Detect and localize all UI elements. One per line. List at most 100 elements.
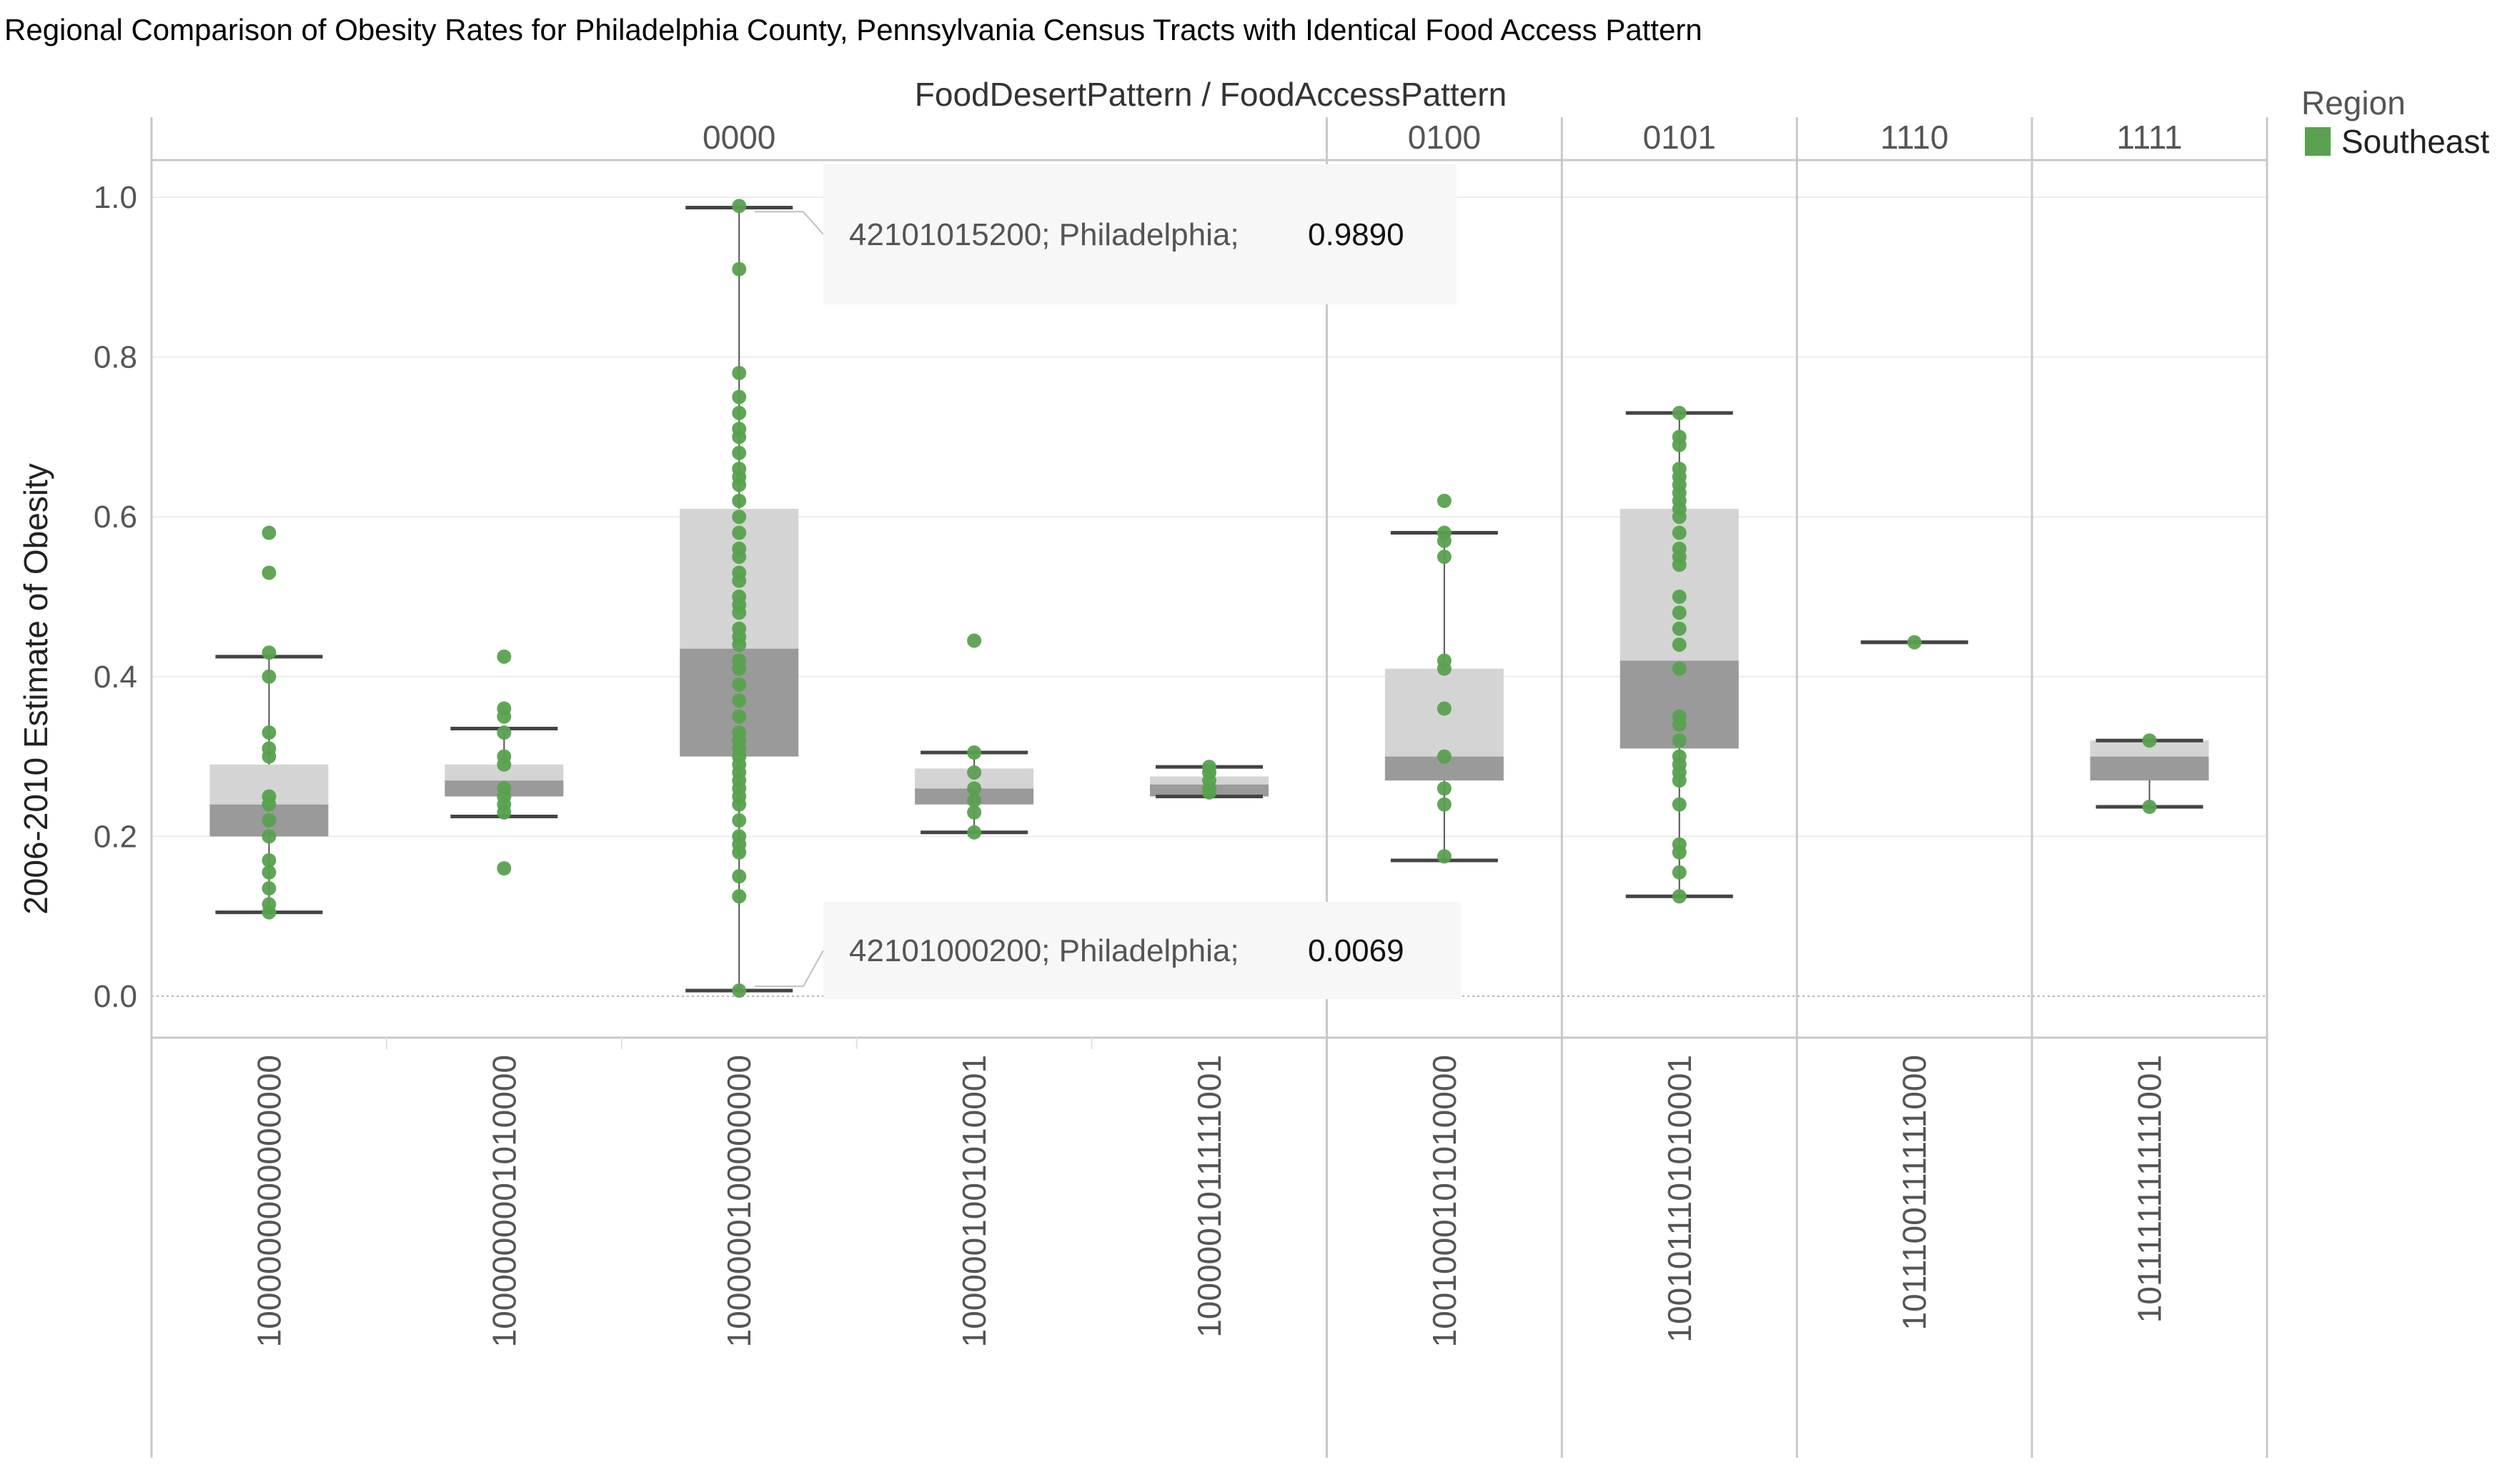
data-point	[497, 757, 512, 772]
data-point	[2142, 733, 2157, 748]
data-point	[732, 797, 747, 812]
data-point	[1907, 635, 1922, 650]
data-point	[732, 365, 747, 380]
data-point	[732, 661, 747, 676]
data-point	[732, 709, 747, 724]
data-point	[1672, 510, 1687, 525]
box-1000001011111001	[1150, 760, 1269, 800]
data-point	[967, 825, 982, 840]
data-point	[262, 725, 277, 740]
data-point	[262, 669, 277, 684]
annotation-box	[823, 164, 1457, 304]
annotation-value: 0.0069	[1308, 933, 1404, 968]
data-point	[1672, 773, 1687, 788]
data-point	[1672, 525, 1687, 540]
data-point	[1437, 701, 1452, 716]
annotation-tooltip: 42101015200; Philadelphia; 0.9890	[755, 164, 1457, 304]
box-1000000000000000	[209, 525, 329, 920]
category-label: 1011111111111001	[2131, 1055, 2168, 1323]
data-point	[732, 983, 747, 998]
data-point	[262, 565, 277, 580]
category-label: 1000001001010001	[956, 1055, 993, 1347]
data-point	[1202, 785, 1216, 800]
data-point	[1672, 865, 1687, 880]
pattern-header-0000: 0000	[703, 119, 775, 156]
data-point	[732, 477, 747, 492]
legend-title: Region	[2301, 84, 2406, 121]
data-point	[1672, 437, 1687, 452]
data-point	[1672, 889, 1687, 904]
data-point	[732, 429, 747, 445]
data-point	[732, 405, 747, 420]
pattern-header-0100: 0100	[1408, 119, 1481, 156]
data-point	[262, 829, 277, 844]
data-point	[262, 865, 277, 880]
data-point	[1672, 661, 1687, 676]
data-point	[1672, 845, 1687, 860]
box-upper	[2090, 740, 2209, 757]
data-point	[732, 869, 747, 884]
data-point	[262, 525, 277, 540]
y-tick-label: 0.0	[94, 979, 137, 1014]
annotation-leader	[803, 950, 824, 987]
data-point	[732, 677, 747, 692]
box-1001000101010000	[1384, 493, 1504, 864]
box-1011100111111000	[1860, 635, 1968, 650]
pattern-header-0101: 0101	[1643, 119, 1716, 156]
category-label: 1001000101010000	[1426, 1055, 1463, 1347]
data-point	[1672, 557, 1687, 572]
data-point	[1672, 590, 1687, 604]
data-point	[732, 389, 747, 404]
data-point	[732, 199, 747, 214]
data-point	[732, 573, 747, 588]
data-point	[732, 693, 747, 708]
data-point	[732, 889, 747, 904]
data-point	[262, 797, 277, 812]
annotation-leader	[803, 211, 824, 235]
data-point	[262, 881, 277, 896]
data-point	[497, 725, 512, 740]
data-point	[1672, 405, 1687, 420]
data-point	[1437, 661, 1452, 676]
data-point	[732, 845, 747, 860]
pattern-header-1111: 1111	[2117, 119, 2183, 156]
y-tick-label: 0.2	[94, 819, 137, 854]
data-point	[1437, 849, 1452, 864]
data-point	[1437, 749, 1452, 764]
data-point	[732, 445, 747, 460]
data-point	[1437, 781, 1452, 796]
box-upper	[445, 764, 564, 781]
data-point	[1437, 797, 1452, 812]
data-point	[967, 633, 982, 648]
data-point	[732, 525, 747, 540]
y-tick-label: 0.8	[94, 340, 137, 375]
category-label: 1000000001010000	[485, 1055, 522, 1347]
annotation-label: 42101000200; Philadelphia;	[849, 933, 1239, 968]
data-point	[1672, 621, 1687, 636]
data-point	[967, 793, 982, 808]
y-tick-label: 1.0	[94, 180, 137, 215]
data-point	[732, 510, 747, 525]
box-1011111111111001	[2090, 733, 2209, 815]
data-point	[732, 637, 747, 652]
data-point	[262, 905, 277, 920]
data-point	[1437, 550, 1452, 565]
y-axis-label: 2006-2010 Estimate of Obesity	[17, 463, 54, 915]
data-point	[2142, 800, 2157, 815]
data-point	[732, 605, 747, 620]
data-point	[262, 853, 277, 868]
category-label: 1000000000000000	[250, 1055, 287, 1347]
data-point	[1672, 797, 1687, 812]
annotation-box	[823, 902, 1461, 999]
data-point	[1672, 605, 1687, 620]
annotation-tooltip: 42101000200; Philadelphia; 0.0069	[755, 902, 1461, 999]
data-point	[732, 493, 747, 508]
data-point	[1437, 493, 1452, 508]
data-point	[967, 765, 982, 780]
chart-title: Regional Comparison of Obesity Rates for…	[4, 13, 1702, 46]
data-point	[497, 861, 512, 876]
data-point	[1672, 717, 1687, 732]
data-point	[497, 805, 512, 820]
legend-item-southeast: Southeast	[2341, 123, 2489, 160]
column-header: FoodDesertPattern / FoodAccessPattern	[915, 76, 1507, 113]
